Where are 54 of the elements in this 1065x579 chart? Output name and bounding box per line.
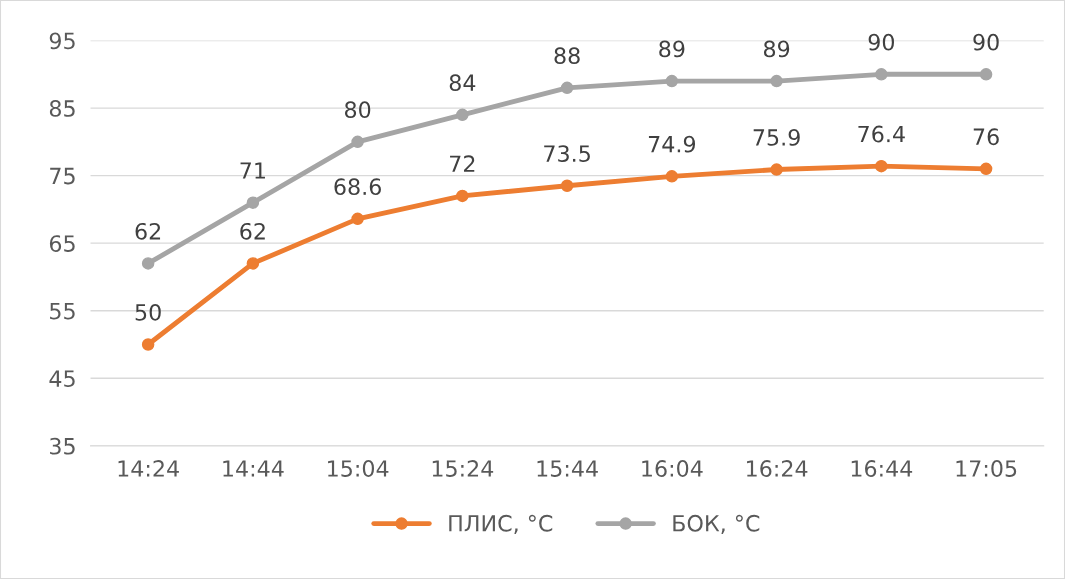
data-label: 74.9 bbox=[648, 135, 696, 153]
x-tick-label: 15:24 bbox=[432, 460, 494, 477]
x-tick-label: 15:04 bbox=[328, 460, 389, 477]
y-tick-label: 45 bbox=[49, 370, 75, 388]
data-label: 71 bbox=[240, 162, 265, 179]
point bbox=[560, 179, 574, 193]
x-tick-label: 16:04 bbox=[642, 460, 703, 477]
point bbox=[456, 189, 469, 203]
data-label: 68.6 bbox=[334, 178, 381, 196]
point bbox=[351, 135, 364, 149]
data-label: 89 bbox=[763, 40, 790, 58]
point bbox=[560, 81, 574, 95]
point bbox=[665, 74, 679, 88]
data-label: 72 bbox=[450, 155, 475, 172]
x-tick-label: 14:24 bbox=[118, 460, 179, 477]
point bbox=[979, 162, 993, 176]
point bbox=[665, 170, 679, 183]
legend-label: ПЛИС, °C bbox=[449, 514, 553, 534]
y-tick-label: 55 bbox=[50, 302, 75, 320]
data-label: 62 bbox=[135, 222, 161, 240]
data-label: 90 bbox=[868, 33, 895, 51]
data-label: 76 bbox=[973, 128, 999, 146]
y-tick-label: 35 bbox=[50, 437, 75, 455]
data-label: 73.5 bbox=[544, 145, 590, 163]
point bbox=[246, 196, 260, 209]
point bbox=[979, 68, 993, 81]
point bbox=[141, 257, 155, 270]
x-tick-label: 16:44 bbox=[851, 460, 913, 477]
point bbox=[875, 68, 888, 81]
point bbox=[770, 74, 783, 88]
data-label: 76.4 bbox=[858, 125, 905, 143]
point bbox=[141, 338, 155, 351]
x-tick-label: 17:05 bbox=[956, 460, 1017, 477]
point bbox=[875, 159, 888, 173]
data-label: 75.9 bbox=[753, 128, 800, 146]
point bbox=[246, 257, 260, 270]
data-label: 62 bbox=[240, 222, 265, 240]
data-label: 88 bbox=[554, 47, 580, 65]
data-label: 90 bbox=[973, 33, 999, 51]
x-tick-label: 16:24 bbox=[747, 460, 808, 477]
y-tick-label: 95 bbox=[49, 32, 75, 50]
x-tick-label: 14:44 bbox=[223, 460, 284, 477]
point bbox=[456, 108, 469, 122]
y-tick-label: 75 bbox=[50, 167, 75, 185]
data-label: 50 bbox=[135, 303, 161, 321]
y-tick-label: 65 bbox=[49, 235, 75, 252]
data-label: 84 bbox=[449, 74, 476, 92]
data-label: 80 bbox=[344, 101, 371, 119]
data-label: 89 bbox=[659, 40, 685, 58]
point bbox=[770, 163, 783, 176]
point bbox=[351, 212, 364, 226]
y-tick-label: 85 bbox=[49, 100, 75, 117]
x-tick-label: 15:44 bbox=[537, 460, 598, 477]
legend-label: БОК, °C bbox=[673, 514, 760, 534]
